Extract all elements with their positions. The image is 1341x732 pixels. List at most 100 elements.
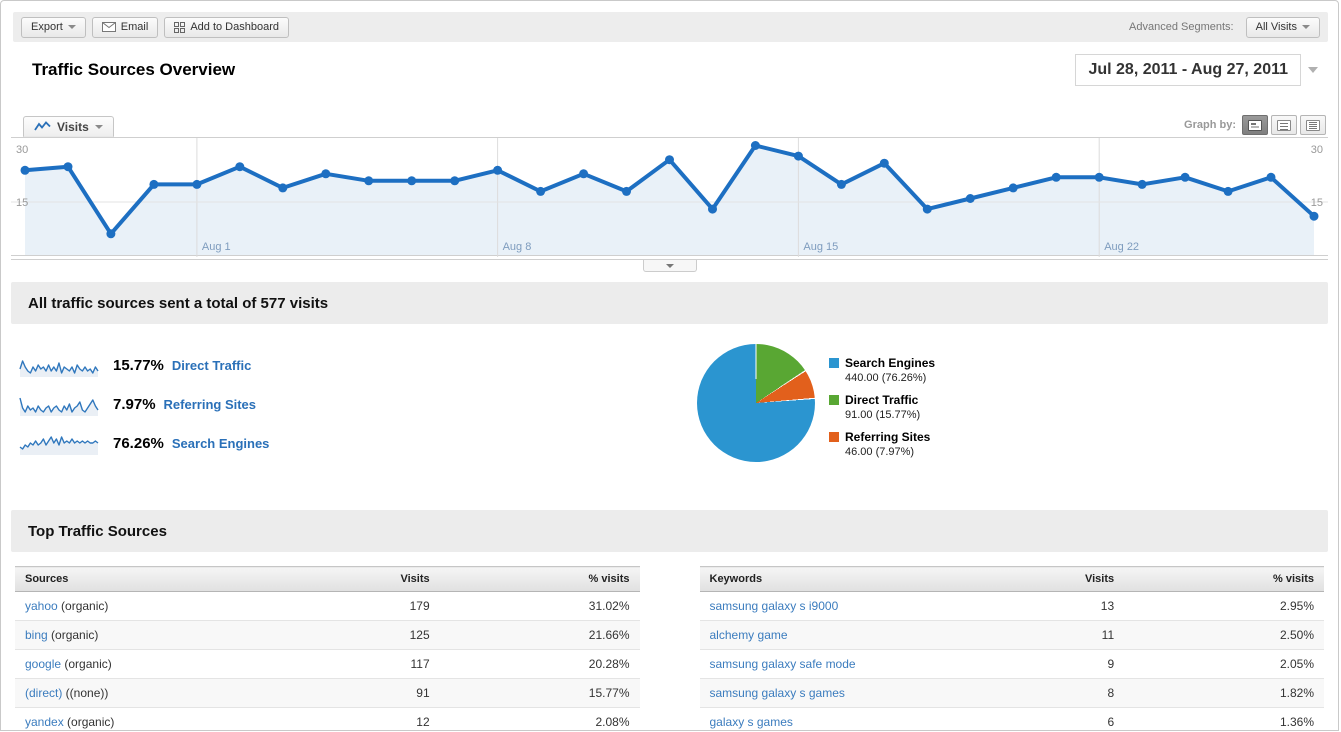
graph-by-day-icon <box>1248 119 1262 131</box>
advanced-segments-value: All Visits <box>1255 21 1297 33</box>
source-suffix: (organic) <box>47 628 99 642</box>
keyword-link[interactable]: galaxy s games <box>709 715 793 729</box>
pie-legend: Search Engines 440.00 (76.26%) Direct Tr… <box>829 344 935 467</box>
chevron-down-icon <box>1302 25 1310 29</box>
table-header-row: Sources Visits % visits <box>15 566 640 592</box>
email-button[interactable]: Email <box>91 16 159 38</box>
graph-by-week-icon <box>1277 119 1291 131</box>
percent-cell: 2.95% <box>1124 591 1324 621</box>
table-row: samsung galaxy s games 8 1.82% <box>699 678 1324 708</box>
email-icon <box>101 22 116 32</box>
visits-cell: 11 <box>986 620 1125 650</box>
legend-value: 91.00 (15.77%) <box>845 409 921 421</box>
legend-value: 440.00 (76.26%) <box>845 372 927 384</box>
visits-cell: 8 <box>986 678 1125 708</box>
export-button-label: Export <box>31 21 63 33</box>
legend-value: 46.00 (7.97%) <box>845 446 915 458</box>
keyword-link[interactable]: samsung galaxy s i9000 <box>709 599 839 613</box>
table-row: yahoo (organic) 179 31.02% <box>15 591 640 621</box>
visits-cell: 9 <box>986 649 1125 679</box>
add-to-dashboard-button[interactable]: Add to Dashboard <box>164 16 289 38</box>
percent-value: 76.26% <box>113 435 164 452</box>
legend-label: Referring Sites <box>845 430 931 444</box>
source-link[interactable]: google <box>25 657 62 671</box>
visits-cell: 13 <box>986 591 1125 621</box>
chart-collapse-handle[interactable] <box>642 260 697 272</box>
page-title: Traffic Sources Overview <box>32 60 236 79</box>
svg-text:30: 30 <box>16 144 28 156</box>
top-traffic-sources-header: Top Traffic Sources <box>11 510 1328 552</box>
dashboard-grid-icon <box>174 21 186 33</box>
legend-label: Direct Traffic <box>845 393 919 407</box>
svg-text:Aug 8: Aug 8 <box>503 241 532 253</box>
referring-sites-link[interactable]: Referring Sites <box>163 397 257 412</box>
column-header-pct-visits[interactable]: % visits <box>1124 566 1324 592</box>
column-header-pct-visits[interactable]: % visits <box>439 566 640 592</box>
graph-by-controls: Graph by: <box>1184 115 1326 135</box>
source-link[interactable]: yahoo <box>25 599 58 613</box>
table-row: galaxy s games 6 1.36% <box>699 707 1324 730</box>
search-engines-link[interactable]: Search Engines <box>171 436 270 451</box>
table-row: google (organic) 117 20.28% <box>15 649 640 679</box>
graph-by-month-icon <box>1306 119 1320 131</box>
percent-cell: 20.28% <box>439 649 640 679</box>
legend-item-referring-sites: Referring Sites 46.00 (7.97%) <box>829 430 935 458</box>
export-button[interactable]: Export <box>21 16 86 38</box>
sources-table: Sources Visits % visits yahoo (organic) … <box>15 566 640 730</box>
visits-cell: 91 <box>302 678 440 708</box>
column-header-visits[interactable]: Visits <box>302 566 440 592</box>
column-header-sources[interactable]: Sources <box>15 566 303 592</box>
sparkline-chart-direct-traffic <box>19 359 99 377</box>
source-link[interactable]: bing <box>25 628 48 642</box>
graph-by-day-button[interactable] <box>1242 115 1268 135</box>
source-suffix: (organic) <box>57 599 109 613</box>
percent-cell: 2.05% <box>1124 649 1324 679</box>
chevron-down-icon <box>67 25 76 29</box>
column-header-keywords[interactable]: Keywords <box>699 566 987 592</box>
email-button-label: Email <box>120 21 149 33</box>
toolbar: Export Email Add to Dashboard Advanced S… <box>13 12 1328 42</box>
advanced-segments-dropdown[interactable]: All Visits <box>1245 16 1320 38</box>
table-row: yandex (organic) 12 2.08% <box>15 707 640 730</box>
summary-row: 15.77% Direct Traffic 7.97% Referring Si… <box>11 338 1328 488</box>
sparkline-chart-referring-sites <box>19 397 99 416</box>
svg-text:Aug 22: Aug 22 <box>1104 241 1139 253</box>
source-link[interactable]: (direct) <box>25 686 63 700</box>
column-header-visits[interactable]: Visits <box>986 566 1125 592</box>
source-suffix: ((none)) <box>62 686 109 700</box>
graph-by-month-button[interactable] <box>1300 115 1326 135</box>
summary-row-search-engines: 76.26% Search Engines <box>19 424 631 463</box>
legend-item-search-engines: Search Engines 440.00 (76.26%) <box>829 356 935 384</box>
metric-selector-visits[interactable]: Visits <box>23 116 114 137</box>
visits-cell: 6 <box>986 707 1125 730</box>
chevron-down-icon <box>665 263 674 268</box>
visits-timeline-chart: Aug 1 Aug 8 Aug 15 Aug 22 30 30 15 15 <box>11 137 1328 257</box>
keywords-table: Keywords Visits % visits samsung galaxy … <box>699 566 1324 730</box>
legend-swatch <box>829 358 839 368</box>
summary-row-direct-traffic: 15.77% Direct Traffic <box>19 346 631 385</box>
keywords-table-block: Keywords Visits % visits samsung galaxy … <box>699 566 1324 730</box>
source-link[interactable]: yandex <box>25 715 64 729</box>
svg-text:15: 15 <box>1311 197 1323 209</box>
tables-row: Sources Visits % visits yahoo (organic) … <box>15 566 1324 730</box>
traffic-sources-pie-chart <box>697 344 815 462</box>
keyword-link[interactable]: samsung galaxy s games <box>709 686 845 700</box>
date-range-selector[interactable]: Jul 28, 2011 - Aug 27, 2011 <box>1075 54 1318 86</box>
keyword-link[interactable]: samsung galaxy safe mode <box>709 657 856 671</box>
top-traffic-sources-title: Top Traffic Sources <box>28 522 167 540</box>
sparkline-chart-search-engines <box>19 435 99 455</box>
table-row: samsung galaxy safe mode 9 2.05% <box>699 649 1324 679</box>
direct-traffic-link[interactable]: Direct Traffic <box>171 358 252 373</box>
legend-label: Search Engines <box>845 356 936 370</box>
graph-by-week-button[interactable] <box>1271 115 1297 135</box>
svg-text:Aug 15: Aug 15 <box>803 241 838 253</box>
visits-cell: 179 <box>302 591 440 621</box>
source-suffix: (organic) <box>63 715 115 729</box>
svg-text:30: 30 <box>1311 144 1323 156</box>
table-row: alchemy game 11 2.50% <box>699 620 1324 650</box>
percent-cell: 15.77% <box>439 678 640 708</box>
svg-text:Aug 1: Aug 1 <box>202 241 231 253</box>
svg-text:15: 15 <box>16 197 28 209</box>
keyword-link[interactable]: alchemy game <box>709 628 788 642</box>
percent-cell: 2.08% <box>439 707 640 730</box>
